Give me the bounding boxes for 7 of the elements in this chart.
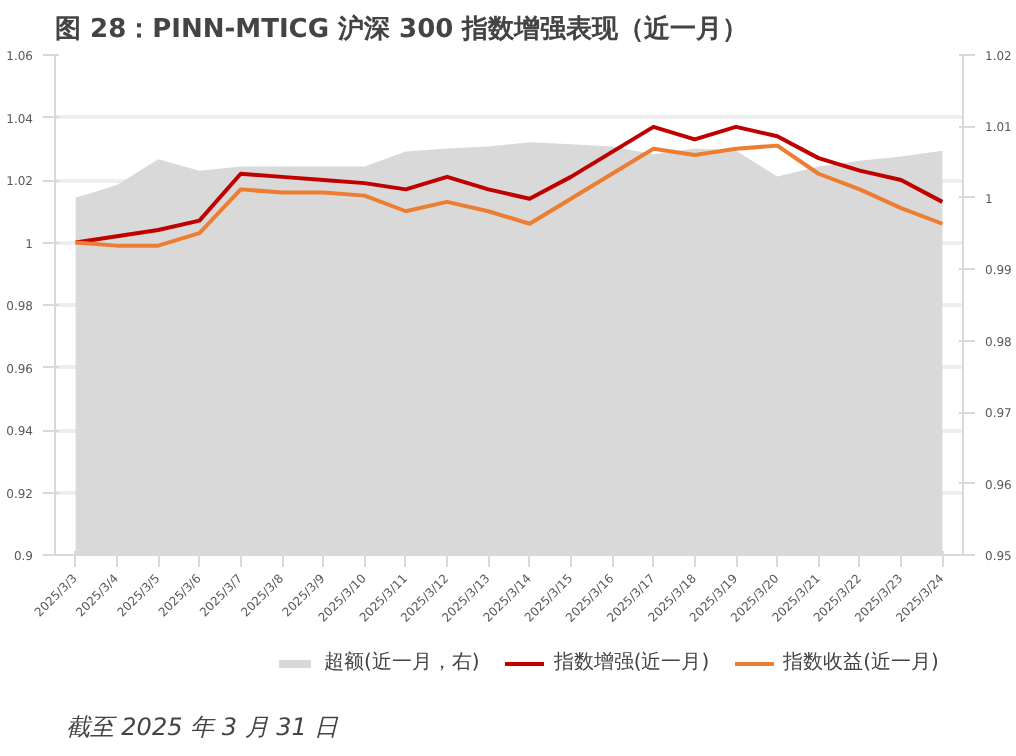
legend-label: 指数增强(近一月) [553, 649, 710, 676]
line-series [73, 124, 945, 245]
line-series [73, 143, 945, 248]
legend-label: 指数收益(近一月) [783, 649, 939, 676]
text: 截至 2025 年 3 月 31 日 [65, 713, 341, 741]
chart-title: 图 28：PINN-MTICG 沪深 300 指数增强表现（近一月） [55, 13, 749, 45]
legend-label: 超额(近一月，右) [324, 649, 480, 676]
